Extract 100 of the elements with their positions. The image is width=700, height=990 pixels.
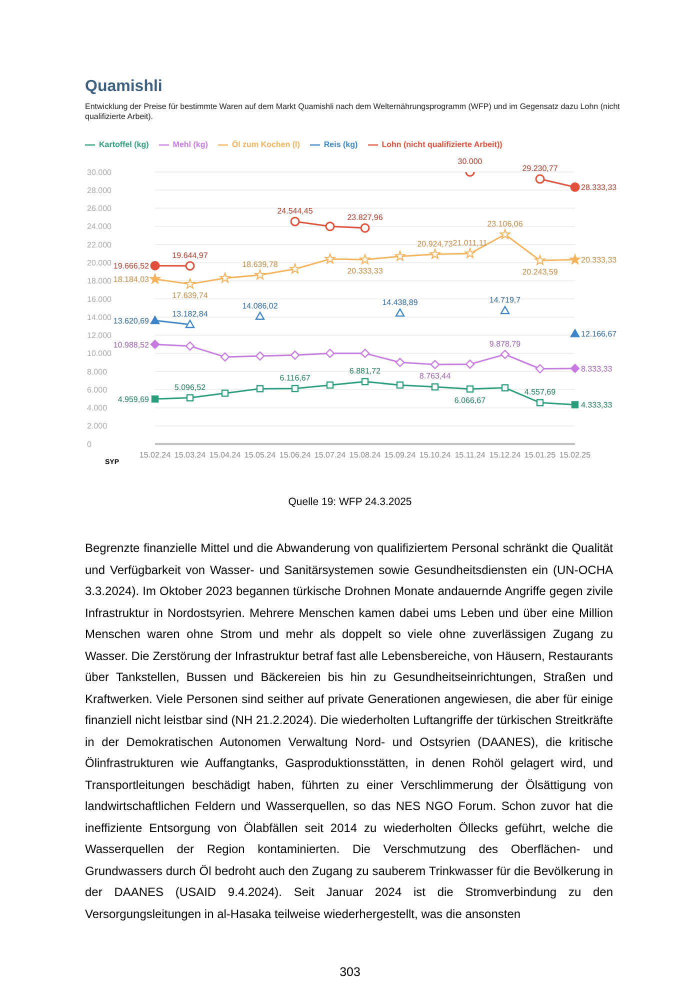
point <box>324 254 336 264</box>
data-label: 4.333,33 <box>581 400 613 410</box>
y-tick-label: 20.000 <box>87 258 112 268</box>
y-tick-label: 2.000 <box>87 422 108 431</box>
data-label: 6.116,67 <box>280 374 311 383</box>
point <box>185 320 195 328</box>
point <box>534 254 546 266</box>
point <box>500 306 510 314</box>
point <box>360 223 370 233</box>
point <box>290 264 300 274</box>
point <box>431 383 439 390</box>
point <box>501 384 509 392</box>
data-label: 29.230,77 <box>522 164 558 173</box>
data-label: 13.620,69 <box>113 316 150 326</box>
point <box>150 316 160 324</box>
point <box>150 340 160 349</box>
y-tick-label: 24.000 <box>87 222 112 232</box>
point <box>185 261 195 271</box>
data-label: 5.096,52 <box>174 382 206 392</box>
point <box>430 248 440 259</box>
x-tick-label: 15.02.25 <box>559 450 592 460</box>
data-label: 19.666,52 <box>113 262 150 271</box>
point <box>394 250 406 261</box>
data-label: 6.066,67 <box>454 396 486 405</box>
point <box>360 348 370 358</box>
point <box>535 364 545 374</box>
y-tick-label: 30.000 <box>87 168 112 177</box>
y-tick-label: 4.000 <box>87 404 108 413</box>
point <box>186 394 194 402</box>
data-label: 17.639,74 <box>172 291 208 300</box>
x-tick-label: 15.06.24 <box>279 450 312 460</box>
data-label: 14.086,02 <box>242 301 278 310</box>
point <box>361 378 369 386</box>
point <box>150 274 160 284</box>
point <box>500 350 510 360</box>
legend-label: Lohn (nicht qualifizierte Arbeit)) <box>382 140 502 150</box>
source-note: Quelle 19: WFP 24.3.2025 <box>287 496 413 508</box>
data-label: 23.106,06 <box>487 220 524 229</box>
y-tick-label: 0 <box>87 440 92 449</box>
data-label: 6.881,72 <box>349 366 382 376</box>
point <box>535 174 545 184</box>
x-tick-label: 15.01.25 <box>524 450 556 460</box>
data-label: 21.011,11 <box>452 238 488 248</box>
chart-title: Quamishli <box>85 78 164 96</box>
x-tick-label: 15.08.24 <box>349 450 382 460</box>
x-tick-label: 15.03.24 <box>174 450 206 460</box>
point <box>220 272 230 283</box>
point <box>570 364 580 374</box>
point <box>430 360 440 370</box>
point <box>465 360 475 369</box>
x-tick-label: 15.05.24 <box>244 450 276 460</box>
y-tick-label: 6.000 <box>87 385 108 394</box>
point <box>500 229 510 240</box>
legend-label: Mehl (kg) <box>172 140 208 150</box>
data-label: 23.827,96 <box>347 212 384 222</box>
point <box>255 351 265 361</box>
point <box>325 222 335 232</box>
y-tick-label: 12.000 <box>87 331 112 340</box>
chart-subtitle: Entwicklung der Preise für bestimmte Waren auf dem Markt Quamishli nach dem Welternährungsprogramm (WFP) und im Gegensatz dazu Lohn (nicht qualifizierte Arbeit). <box>85 102 621 122</box>
point <box>151 395 159 403</box>
x-tick-label: 15.07.24 <box>314 450 346 460</box>
x-tick-label: 15.02.24 <box>139 450 172 460</box>
data-label: 28.333,33 <box>581 183 618 192</box>
point <box>255 312 265 320</box>
data-label: 13.182,84 <box>172 309 208 318</box>
data-label: 8.763,44 <box>419 372 452 381</box>
x-tick-label: 15.09.24 <box>384 450 416 460</box>
data-label: 18.639,78 <box>242 260 278 269</box>
point <box>570 329 580 338</box>
x-tick-label: 15.11.24 <box>454 450 486 460</box>
data-label: 14.719,7 <box>489 296 522 305</box>
point <box>395 308 405 317</box>
data-label: 12.166,67 <box>581 330 618 339</box>
point <box>325 348 335 358</box>
y-tick-label: 16.000 <box>87 294 112 304</box>
text: 303 <box>338 965 362 979</box>
point <box>256 385 264 392</box>
point <box>536 399 544 406</box>
y-tick-label: 14.000 <box>87 312 112 322</box>
legend-label: Kartoffel (kg) <box>99 140 149 150</box>
y-tick-label: 22.000 <box>87 240 112 250</box>
point <box>290 350 300 360</box>
point <box>150 260 160 270</box>
point <box>290 216 300 226</box>
legend-label: Öl zum Kochen (l) <box>232 140 300 150</box>
point <box>184 278 196 289</box>
data-label: 8.333,33 <box>581 364 613 374</box>
y-tick-label: 26.000 <box>87 204 112 214</box>
data-label: 9.878,79 <box>489 339 522 348</box>
point <box>254 270 266 280</box>
point <box>395 358 405 367</box>
data-label: 4.959,69 <box>118 395 150 404</box>
point <box>291 384 299 392</box>
x-tick-label: 15.04.24 <box>209 450 242 460</box>
y-tick-label: 10.000 <box>87 349 112 358</box>
data-label: 14.438,89 <box>382 298 418 308</box>
point <box>570 182 580 192</box>
data-label: 20.243,59 <box>522 267 558 276</box>
text: Begrenzte finanzielle Mittel und die Abwanderung von qualifiziertem Personal schränkt die Qualität und Verfügbarkeit von Wasser- und Sanitärsystemen sowie Gesundheitsdiensten ein (UN-OCHA 3.3.2024). Im Oktober 2023 begannen türkische Drohnen Monate andauernde Angriffe gegen zivile Infrastruktur in Nordostsyrien. Mehrere Menschen kamen dabei ums Leben und über eine Million Menschen waren ohne Strom und mehr als doppelt so viele ohne zuverlässigen Zugang zu Wasser. Die Zerstörung der Infrastruktur betraf fast alle Lebensbereiche, von Häusern, Restaurants über Tankstellen, Bussen und Bäckereien bis hin zu Gesundheitseinrichtungen, Straßen und Kraftwerken. Viele Personen sind seither auf private Generationen angewiesen, die aber für einige finanziell nicht leistbar sind (NH 21.2.2024). Die wiederholten Luftangriffe der türkischen Streitkräfte in der Demokratischen Autonomen Verwaltung Nord- und Ostsyrien (DAANES), die kritische Ölinfrastrukturen wie Auffangtanks, Gasproduktionsstätten, in denen Rohöl gelagert wird, und Transportleitungen beschädigt haben, führten zu einer Verschlimmerung der Ölsättigung von landwirtschaftlichen Feldern und Wasserquellen, so das NES NGO Forum. Schon zuvor hat die ineffiziente Entsorgung von Ölabfällen seit 2014 zu wiederholten Öllecks geführt, welche die Wasserquellen der Region kontaminierten. Die Verschmutzung des Oberflächen- und Grundwassers durch Öl bedroht auch den Zugang zu sauberem Trinkwasser für die Bevölkerung in der DAANES (USAID 9.4.2024). Seit Januar 2024 ist die Stromverbindung zu den Versorgungsleitungen in al-Hasaka teilweise wiederhergestellt, was die ansonsten <box>85 541 613 920</box>
data-label: 20.924,73 <box>417 239 454 248</box>
